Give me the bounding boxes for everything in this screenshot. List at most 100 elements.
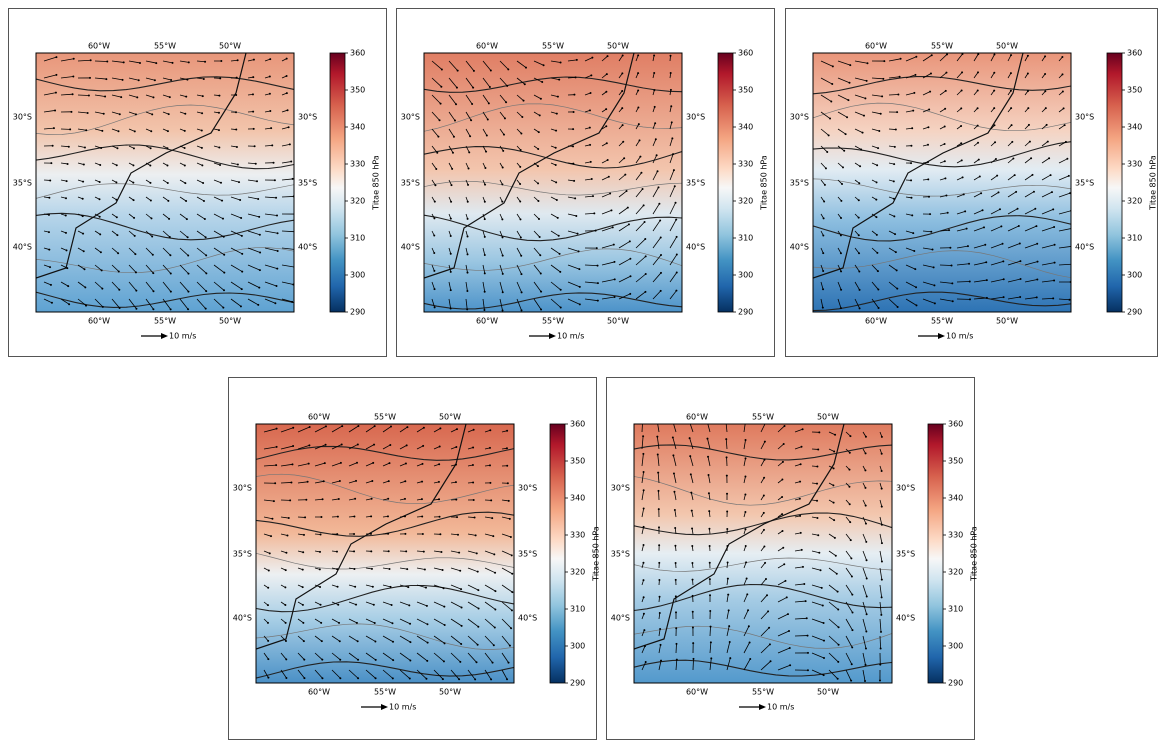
wind-arrow-head xyxy=(643,221,646,224)
wind-arrow-head xyxy=(729,657,732,660)
wind-arrow xyxy=(297,533,305,536)
wind-arrow-head xyxy=(675,271,678,274)
wind-arrow xyxy=(584,75,592,79)
wind-arrow-head xyxy=(800,445,803,448)
wind-arrow xyxy=(281,264,294,268)
wind-arrow xyxy=(871,281,879,290)
colorbar xyxy=(549,423,566,684)
wind-arrow xyxy=(669,169,675,181)
wind-arrow xyxy=(162,298,171,310)
wind-arrow xyxy=(1024,279,1038,283)
wind-arrow-head xyxy=(993,89,996,92)
wind-arrow xyxy=(1007,158,1014,164)
wind-arrow xyxy=(145,111,153,115)
wind-arrow xyxy=(618,190,627,198)
wind-arrow-head xyxy=(273,179,276,182)
wind-arrow-head xyxy=(960,159,963,162)
wind-arrow xyxy=(652,187,659,198)
wind-arrow-head xyxy=(1053,279,1056,282)
wind-arrow xyxy=(331,652,341,661)
wind-arrow-head xyxy=(422,426,425,429)
wind-arrow xyxy=(567,264,580,270)
wind-arrow-head xyxy=(915,304,918,307)
contour-line xyxy=(36,183,294,199)
wind-arrow-head xyxy=(1028,140,1031,143)
wind-arrow-head xyxy=(950,264,953,267)
wind-arrow-head xyxy=(82,250,85,253)
wind-arrow-head xyxy=(657,526,660,529)
wind-arrow-head xyxy=(864,680,867,683)
wind-arrow-head xyxy=(799,514,802,517)
wind-arrow-head xyxy=(866,62,869,65)
wind-arrow xyxy=(956,193,964,198)
wind-arrow xyxy=(820,77,833,85)
wind-arrow xyxy=(365,444,375,450)
wind-arrow xyxy=(635,140,640,147)
wind-arrow xyxy=(179,94,187,98)
wind-arrow xyxy=(196,77,204,80)
wind-arrow-head xyxy=(965,227,968,230)
wind-arrow xyxy=(973,72,979,79)
wind-arrow-head xyxy=(762,494,765,497)
wind-arrow-head xyxy=(857,234,860,237)
wind-arrow xyxy=(550,298,561,308)
wind-arrow-head xyxy=(674,201,677,204)
wind-arrow xyxy=(128,281,137,291)
wind-arrow-head xyxy=(493,553,496,556)
wind-arrow xyxy=(939,298,953,302)
wind-arrow-head xyxy=(100,269,103,272)
wind-arrow xyxy=(467,533,476,536)
wind-arrow-head xyxy=(151,253,154,256)
wind-arrow xyxy=(811,601,823,606)
wind-arrow xyxy=(743,578,747,586)
wind-arrow xyxy=(264,213,278,216)
wind-arrow-head xyxy=(1010,107,1013,110)
wind-arrow xyxy=(584,264,598,267)
wind-arrow xyxy=(499,230,503,238)
wind-arrow-head xyxy=(691,544,694,547)
wind-arrow xyxy=(482,281,486,292)
wind-arrow xyxy=(382,635,394,643)
wind-arrow-head xyxy=(1026,54,1029,57)
wind-arrow xyxy=(499,298,503,311)
wind-arrow-head xyxy=(421,462,424,465)
wind-arrow-head xyxy=(454,463,457,466)
wind-arrow-head xyxy=(292,426,295,429)
wind-arrow xyxy=(641,436,644,450)
wind-arrow-head xyxy=(557,234,560,237)
wind-arrow-head xyxy=(241,252,244,255)
wind-arrow xyxy=(689,438,694,450)
wind-arrow-head xyxy=(81,215,84,218)
wind-arrow xyxy=(939,281,953,284)
wind-arrow xyxy=(128,94,138,98)
wind-arrow-head xyxy=(781,460,784,463)
wind-arrow-head xyxy=(275,445,278,448)
wind-arrow xyxy=(973,176,981,181)
wind-arrow xyxy=(501,635,511,646)
wind-arrow xyxy=(297,652,305,660)
wind-arrow xyxy=(692,658,694,671)
wind-arrow-head xyxy=(829,117,832,120)
wind-arrow xyxy=(1058,210,1071,215)
wind-arrow-head xyxy=(150,217,153,220)
wind-arrow-head xyxy=(642,489,645,492)
wind-arrow xyxy=(111,94,122,98)
wind-arrow-head xyxy=(674,527,677,530)
wind-arrow-head xyxy=(789,664,792,667)
wind-arrow xyxy=(879,516,883,525)
wind-arrow-head xyxy=(914,73,917,76)
wind-arrow xyxy=(247,247,261,253)
wind-arrow-head xyxy=(372,603,375,606)
wind-arrow xyxy=(382,480,389,484)
wind-arrow xyxy=(922,298,936,304)
wind-arrow-head xyxy=(490,678,493,681)
wind-arrow xyxy=(501,652,509,663)
wind-arrow-head xyxy=(913,91,916,94)
wind-arrow xyxy=(448,77,458,88)
wind-arrow xyxy=(1041,157,1050,164)
wind-arrow xyxy=(635,205,644,215)
wind-arrow-head xyxy=(899,57,902,60)
colorbar-tick-label: 360 xyxy=(570,420,585,429)
wind-arrow-head xyxy=(589,91,592,94)
colorbar-tick-label: 350 xyxy=(1127,86,1142,95)
